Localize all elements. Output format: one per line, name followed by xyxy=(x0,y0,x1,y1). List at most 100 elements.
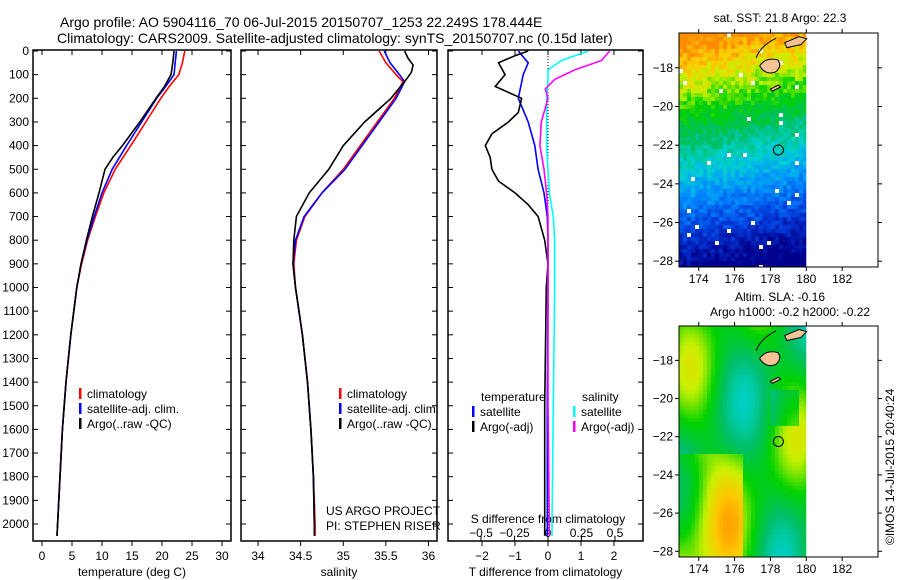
map-cell xyxy=(743,326,747,330)
map-cell xyxy=(783,554,787,557)
map-cell xyxy=(771,225,775,229)
map-cell xyxy=(759,157,763,161)
map-cell xyxy=(707,486,711,490)
map-cell xyxy=(755,57,759,61)
map-cell xyxy=(691,93,695,97)
map-cell xyxy=(683,57,687,61)
map-cell xyxy=(711,510,715,514)
map-cell xyxy=(767,522,771,526)
map-cell xyxy=(679,37,683,41)
map-cell xyxy=(691,534,695,538)
map-cell xyxy=(767,145,771,149)
map-cell xyxy=(763,450,767,454)
map-cell xyxy=(791,502,795,506)
map-cell xyxy=(799,350,803,354)
map-cell xyxy=(799,217,803,221)
lat-tick-label: −22 xyxy=(653,138,674,152)
map-cell xyxy=(743,237,747,241)
map-cell xyxy=(743,550,747,554)
map-cell xyxy=(727,474,731,478)
map-cell xyxy=(799,470,803,474)
map-cell xyxy=(743,530,747,534)
map-cell xyxy=(763,217,767,221)
island-viti-levu xyxy=(759,351,781,367)
map-cell xyxy=(791,181,795,185)
map-cell xyxy=(743,45,747,49)
map-cell xyxy=(719,233,723,237)
map-cell xyxy=(699,458,703,462)
map-cell xyxy=(679,157,683,161)
map-cell xyxy=(751,153,755,157)
map-cell xyxy=(703,546,707,550)
map-cell xyxy=(711,101,715,105)
map-cell xyxy=(727,406,731,410)
map-cell xyxy=(775,161,779,165)
map-cell xyxy=(783,494,787,498)
map-cell xyxy=(747,69,751,73)
map-cell xyxy=(771,257,775,261)
map-cell xyxy=(747,366,751,370)
map-cell xyxy=(791,97,795,101)
map-cell xyxy=(755,185,759,189)
map-cell xyxy=(767,181,771,185)
map-cell xyxy=(755,233,759,237)
map-cell xyxy=(699,217,703,221)
map-cell xyxy=(775,382,779,386)
map-cell xyxy=(719,350,723,354)
legend-swatch xyxy=(79,418,82,429)
map-cell xyxy=(747,193,751,197)
map-cell xyxy=(739,257,743,261)
map-cell xyxy=(747,265,751,267)
map-cell xyxy=(751,245,755,249)
map-cell xyxy=(743,426,747,430)
map-cell xyxy=(699,478,703,482)
map-cell xyxy=(679,109,683,113)
map-cell xyxy=(803,97,807,101)
map-cell xyxy=(747,37,751,41)
map-cell xyxy=(735,253,739,257)
map-cell xyxy=(783,109,787,113)
map-cell xyxy=(723,265,727,267)
map-cell xyxy=(791,61,795,65)
map-cell xyxy=(747,334,751,338)
map-cell xyxy=(799,101,803,105)
map-cell xyxy=(711,490,715,494)
map-cell xyxy=(727,57,731,61)
map-cell xyxy=(687,249,691,253)
map-cell xyxy=(739,221,743,225)
map-cell xyxy=(695,141,699,145)
map-cell xyxy=(775,177,779,181)
map-cell xyxy=(731,462,735,466)
map-cell xyxy=(691,406,695,410)
map-cell xyxy=(783,261,787,265)
map-cell xyxy=(779,538,783,542)
map-cell xyxy=(795,454,799,458)
map-cell xyxy=(743,398,747,402)
map-cell xyxy=(743,418,747,422)
map-cell xyxy=(771,426,775,430)
map-cell xyxy=(731,394,735,398)
map-cell xyxy=(775,205,779,209)
map-cell xyxy=(783,81,787,85)
map-cell xyxy=(799,418,803,422)
map-cell xyxy=(803,506,807,510)
map-cell xyxy=(711,426,715,430)
map-cell xyxy=(727,145,731,149)
map-cell xyxy=(687,141,691,145)
map-cell xyxy=(747,261,751,265)
map-cell xyxy=(699,97,703,101)
map-cell xyxy=(703,446,707,450)
map-cell xyxy=(719,378,723,382)
map-cell xyxy=(679,125,683,129)
map-cell xyxy=(755,382,759,386)
map-cell xyxy=(691,454,695,458)
map-cell xyxy=(707,374,711,378)
map-cell xyxy=(795,478,799,482)
map-cell xyxy=(795,61,799,65)
map-cell xyxy=(795,189,799,193)
map-cell xyxy=(715,554,719,557)
map-cell xyxy=(771,129,775,133)
map-cell xyxy=(791,257,795,261)
map-cell xyxy=(743,157,747,161)
map-cell xyxy=(695,161,699,165)
